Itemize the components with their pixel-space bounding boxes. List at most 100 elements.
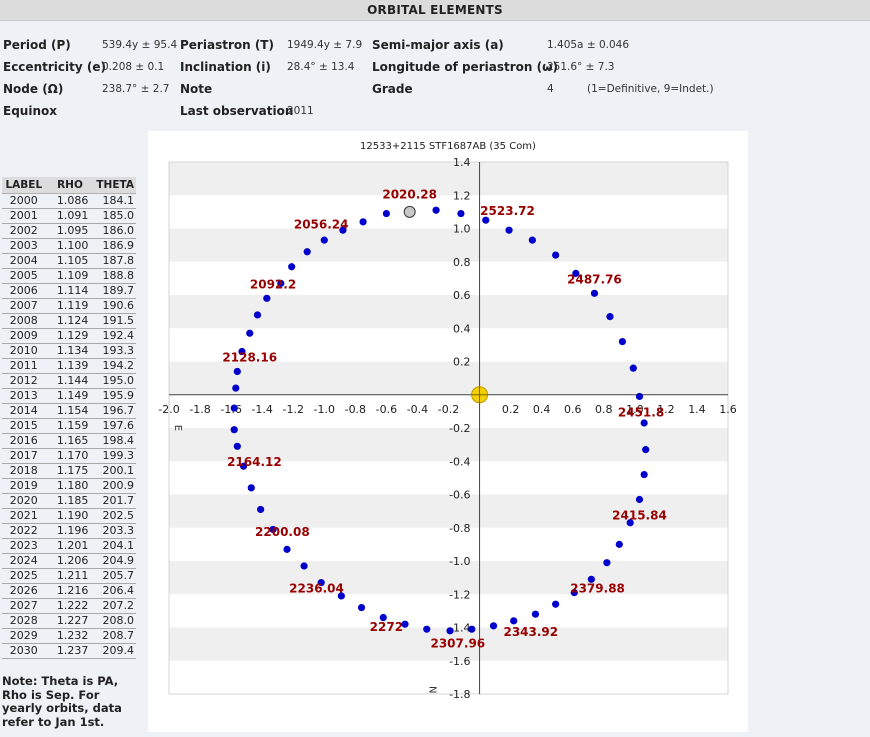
x-tick-label: 1.6 (719, 403, 737, 416)
table-row: 2004 1.105 187.8 (2, 253, 136, 269)
orbit-chart: 12533+2115 STF1687AB (35 Com) -2.0 -1.8 -1.… (158, 141, 737, 701)
theta-cell: 207.2 (94, 598, 136, 614)
table-row: 2019 1.180 200.9 (2, 478, 136, 494)
label-cell: 2026 (2, 583, 46, 599)
orbit-point (359, 218, 367, 226)
orbit-point (303, 248, 311, 256)
longitude-periastron-value: 251.6° ± 7.3 (547, 61, 615, 73)
grid-band (169, 328, 728, 362)
label-cell: 2000 (2, 193, 46, 209)
year-label: 2415.84 (612, 508, 667, 522)
theta-cell: 209.4 (94, 643, 136, 659)
note-label: Note (180, 82, 213, 96)
rho-cell: 1.149 (45, 388, 95, 404)
theta-cell: 195.9 (94, 388, 136, 404)
node-label: Node (Ω) (3, 82, 64, 96)
theta-cell: 198.4 (94, 433, 136, 449)
grid-band (169, 561, 728, 595)
table-row: 2003 1.100 186.9 (2, 238, 136, 254)
table-row: 2012 1.144 195.0 (2, 373, 136, 389)
theta-cell: 196.7 (94, 403, 136, 419)
label-cell: 2015 (2, 418, 46, 434)
table-row: 2024 1.206 204.9 (2, 553, 136, 569)
orbit-point (626, 519, 634, 527)
label-cell: 2007 (2, 298, 46, 314)
y-tick-label: 0.6 (453, 289, 471, 302)
rho-cell: 1.196 (45, 523, 95, 539)
eccentricity-label: Eccentricity (e) (3, 60, 106, 74)
chart-title: 12533+2115 STF1687AB (35 Com) (360, 141, 536, 152)
year-label: 2343.92 (503, 625, 558, 639)
year-label: 2164.12 (227, 455, 282, 469)
grid-band (169, 195, 728, 229)
orbit-point (257, 505, 265, 514)
table-row: 2006 1.114 189.7 (2, 283, 136, 299)
theta-cell: 194.2 (94, 358, 136, 374)
year-label: 2451.8 (618, 405, 664, 419)
theta-cell: 208.7 (94, 628, 136, 644)
label-cell: 2004 (2, 253, 46, 269)
label-cell: 2029 (2, 628, 46, 644)
table-row: 2015 1.159 197.6 (2, 418, 136, 434)
x-tick-label: 1.2 (657, 403, 675, 416)
x-tick-label: 0.2 (502, 403, 519, 416)
table-row: 2009 1.129 192.4 (2, 328, 136, 344)
y-tick-label: 0.8 (453, 256, 471, 269)
table-row: 2010 1.134 193.3 (2, 343, 136, 359)
orbit-point (379, 613, 387, 622)
orbit-point (552, 251, 560, 259)
y-tick-label: -0.2 (449, 422, 470, 435)
label-cell: 2009 (2, 328, 46, 344)
y-tick-label: 1.2 (453, 189, 471, 202)
table-row: 2029 1.232 208.7 (2, 628, 136, 644)
rho-cell: 1.154 (45, 403, 95, 419)
grid-band (169, 594, 728, 628)
grid-band (169, 527, 728, 561)
orbit-point (432, 206, 440, 214)
year-label: 2020.28 (382, 188, 437, 202)
table-row: 2005 1.109 188.8 (2, 268, 136, 284)
orbit-plot-panel: 12533+2115 STF1687AB (35 Com) -2.0 -1.8 -1.… (148, 131, 748, 732)
orbit-point (606, 313, 614, 321)
label-cell: 2016 (2, 433, 46, 449)
orbit-point (246, 329, 254, 337)
table-row: 2013 1.149 195.9 (2, 388, 136, 404)
table-row: 2000 1.086 184.1 (2, 193, 136, 209)
orbit-point (339, 226, 347, 234)
orbit-point (382, 209, 390, 218)
label-cell: 2012 (2, 373, 46, 389)
grade-value: 4 (547, 83, 554, 95)
x-tick-label: -2.0 (158, 403, 179, 416)
year-label: 2200.08 (255, 525, 310, 539)
rho-cell: 1.170 (45, 448, 95, 464)
table-row: 2011 1.139 194.2 (2, 358, 136, 374)
rho-cell: 1.206 (45, 553, 95, 569)
orbit-point (232, 384, 240, 392)
orbit-point (618, 337, 627, 346)
label-cell: 2010 (2, 343, 46, 359)
theta-cell: 199.3 (94, 448, 136, 464)
orbit-point (320, 236, 328, 244)
label-cell: 2022 (2, 523, 46, 539)
y-tick-label: -1.6 (449, 655, 470, 668)
orbit-point (635, 392, 644, 401)
col-header-rho: RHO (45, 177, 95, 194)
grid-band (169, 660, 728, 694)
theta-cell: 186.9 (94, 238, 136, 254)
plot-border (168, 161, 729, 695)
table-row: 2020 1.185 201.7 (2, 493, 136, 509)
x-tick-label: -1.2 (282, 403, 303, 416)
label-cell: 2028 (2, 613, 46, 629)
ephemeris-table: LABEL RHO THETA 2000 1.086 184.1 2001 1.091 1… (2, 177, 136, 659)
theta-cell: 204.1 (94, 538, 136, 554)
inclination-value: 28.4° ± 13.4 (287, 61, 355, 73)
orbit-point (238, 347, 246, 356)
theta-cell: 197.6 (94, 418, 136, 434)
label-cell: 2023 (2, 538, 46, 554)
orbit-point (457, 209, 465, 218)
orbit-point (552, 600, 560, 608)
table-header-row: LABEL RHO THETA (2, 177, 136, 194)
x-tick-label: -0.4 (407, 403, 428, 416)
orbit-point (446, 627, 454, 635)
rho-cell: 1.211 (45, 568, 95, 584)
